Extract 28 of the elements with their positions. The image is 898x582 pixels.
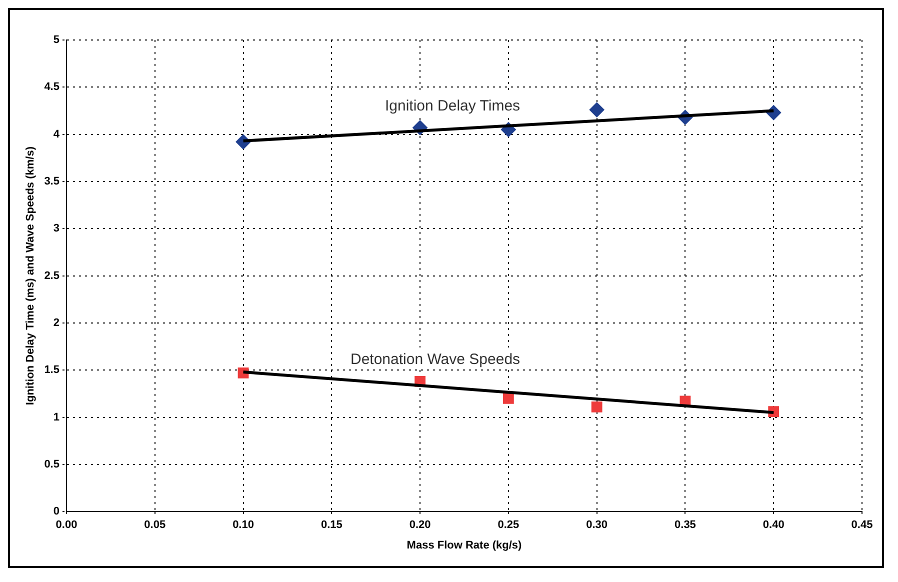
- y-tick-label: 4: [53, 128, 60, 140]
- y-tick-label: 5: [53, 34, 60, 46]
- x-tick-label: 0.10: [232, 519, 254, 532]
- y-tick-label: 2.5: [44, 270, 60, 282]
- x-tick-label: 0.30: [586, 519, 608, 532]
- x-tick-label: 0.40: [762, 519, 784, 532]
- y-tick-label: 3.5: [44, 176, 60, 188]
- y-tick-label: 4.5: [44, 81, 60, 94]
- y-tick-label: 0.5: [44, 458, 60, 470]
- x-tick-label: 0.25: [498, 519, 520, 532]
- x-tick-label: 0.35: [674, 519, 696, 532]
- point: [591, 401, 602, 412]
- x-tick-label: 0.00: [56, 519, 78, 532]
- y-tick-label: 2: [53, 316, 60, 329]
- y-tick-label: 0: [53, 506, 60, 518]
- x-tick-label: 0.45: [851, 519, 873, 532]
- x-tick-label: 0.20: [409, 519, 431, 532]
- point: [502, 392, 514, 404]
- y-tick-label: 3: [53, 222, 60, 235]
- y-tick-label: 1: [53, 411, 60, 424]
- x-axis-title: Mass Flow Rate (kg/s): [406, 539, 522, 552]
- x-tick-label: 0.15: [320, 519, 342, 532]
- y-tick-label: 1.5: [44, 364, 60, 376]
- series-label: Detonation Wave Speeds: [350, 351, 520, 368]
- x-tick-label: 0.05: [144, 519, 166, 532]
- y-axis-title: Ignition Delay Time (ms) and Wave Speeds (km/s): [24, 146, 37, 406]
- point: [589, 102, 604, 118]
- series-label: Ignition Delay Times: [384, 97, 520, 114]
